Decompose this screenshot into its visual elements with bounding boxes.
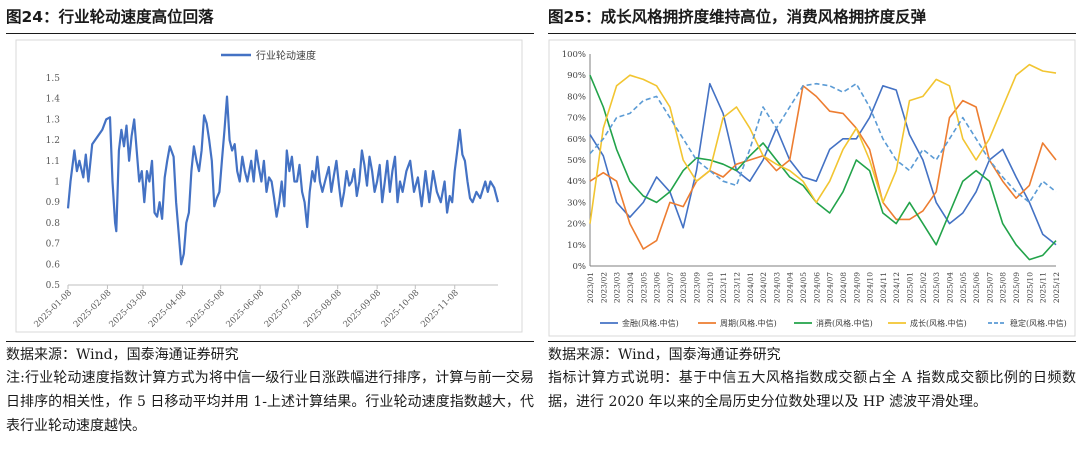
y-tick-label: 1.5: [46, 74, 61, 84]
series-line-2: [589, 74, 1057, 261]
left-figure-panel: 图24：行业轮动速度高位回落 0.5 0.6 0.7 0.8 0.9 1 1.1 1.2 1.3…: [6, 0, 536, 450]
y-tick-label: 1.3: [46, 115, 61, 125]
x-tick-label: 2025/10: [1025, 272, 1034, 303]
right-line-chart: 0% 10% 20% 30% 40% 50% 60% 70% 80% 90% 100% 2023/01…: [548, 39, 1076, 337]
right-figure-panel: 图25：成长风格拥挤度维持高位，消费风格拥挤度反弹 0% 10% 20% 30% 40%…: [548, 0, 1078, 450]
x-tick-label: 2024/10: [866, 272, 875, 303]
y-tick-label: 10%: [567, 241, 586, 251]
x-tick-label: 2023/01: [586, 272, 595, 303]
y-tick-label: 1: [54, 178, 60, 188]
x-tick-label: 2025/06: [972, 272, 981, 303]
y-tick-label: 80%: [567, 92, 586, 102]
x-tick-label: 2023/05: [639, 272, 648, 303]
x-tick-label: 2025/08: [999, 272, 1008, 303]
x-tick-label: 2025/02: [919, 272, 928, 303]
right-title-rule: [548, 33, 1076, 34]
right-source-text: 数据来源：Wind，国泰海通证券研究: [548, 347, 781, 363]
x-tick-label: 2024/07: [826, 272, 835, 303]
series-line-1: [589, 84, 1057, 250]
y-tick-label: 0.8: [46, 219, 61, 229]
x-tick-label: 2025/07: [985, 272, 994, 303]
legend-label-1: 周期(风格.中信): [720, 318, 777, 328]
x-tick-label: 2023/12: [732, 272, 741, 303]
y-tick-label: 40%: [567, 177, 586, 187]
x-tick-label: 2025/12: [1052, 272, 1061, 303]
y-tick-label: 1.4: [46, 95, 61, 105]
legend-label-2: 消费(风格.中信): [816, 318, 873, 328]
right-figure-title: 图25：成长风格拥挤度维持高位，消费风格拥挤度反弹: [548, 8, 927, 26]
legend-label: 行业轮动速度: [256, 49, 316, 62]
x-tick-label: 2024/03: [772, 272, 781, 303]
y-tick-label: 0.7: [46, 240, 61, 250]
series-line-0: [589, 82, 1057, 246]
left-title-rule: [6, 33, 534, 34]
x-tick-label: 2025/03: [932, 272, 941, 303]
x-tick-label: 2023/10: [706, 272, 715, 303]
left-bottom-rule: [6, 341, 534, 342]
x-tick-label: 2024/08: [839, 272, 848, 303]
y-tick-label: 100%: [562, 50, 586, 60]
y-tick-label: 20%: [567, 220, 586, 230]
x-tick-label: 2024/11: [879, 272, 888, 303]
legend-label-4: 稳定(风格.中信): [1010, 318, 1067, 328]
x-tick-label: 2023/08: [679, 272, 688, 303]
right-chart-container: 0% 10% 20% 30% 40% 50% 60% 70% 80% 90% 100% 2023/01…: [548, 38, 1076, 342]
y-tick-label: 0.6: [46, 260, 61, 270]
x-tick-label: 2023/06: [653, 272, 662, 303]
y-tick-label: 90%: [567, 71, 586, 81]
x-tick-label: 2025/09: [1012, 272, 1021, 303]
left-line-chart: 0.50.60.70.80.911.11.21.31.41.52025-01-0…: [15, 39, 523, 333]
left-source-text: 数据来源：Wind，国泰海通证券研究: [6, 347, 239, 363]
y-tick-label: 1.1: [46, 157, 60, 167]
right-note-text: 指标计算方式说明：基于中信五大风格指数成交额占全 A 指数成交额比例的日频数据，…: [548, 370, 1076, 410]
x-tick-label: 2023/11: [719, 272, 728, 303]
y-tick-label: 30%: [567, 198, 586, 208]
x-tick-label: 2023/09: [693, 272, 702, 303]
x-tick-label: 2024/06: [812, 272, 821, 303]
x-tick-label: 2025/04: [945, 272, 954, 303]
x-tick-label: 2025/01: [906, 272, 915, 303]
left-chart-frame: [15, 39, 523, 333]
x-tick-label: 2024/01: [746, 272, 755, 303]
x-tick-label: 2024/04: [786, 272, 795, 303]
x-tick-label: 2023/02: [599, 272, 608, 303]
x-tick-label: 2024/12: [892, 272, 901, 303]
y-tick-label: 1.2: [46, 136, 60, 146]
left-figure-title: 图24：行业轮动速度高位回落: [6, 8, 214, 26]
x-tick-label: 2025/05: [959, 272, 968, 303]
y-tick-label: 60%: [567, 135, 586, 145]
x-tick-label: 2023/04: [626, 272, 635, 303]
x-tick-label: 2024/09: [852, 272, 861, 303]
left-note-text: 注:行业轮动速度指数计算方式为将中信一级行业日涨跌幅进行排序，计算与前一交易日排…: [6, 370, 534, 434]
legend-label-0: 金融(风格.中信): [622, 318, 679, 328]
x-tick-label: 2023/07: [666, 272, 675, 303]
y-tick-label: 0%: [573, 262, 587, 272]
x-tick-label: 2024/05: [799, 272, 808, 303]
left-chart-container: 0.5 0.6 0.7 0.8 0.9 1 1.1 1.2 1.3 1.4 1.5 2025-01-0…: [6, 38, 534, 342]
y-tick-label: 70%: [567, 114, 586, 124]
y-tick-label: 0.9: [46, 198, 61, 208]
y-tick-label: 50%: [567, 156, 586, 166]
y-tick-label: 0.5: [46, 281, 61, 291]
x-tick-label: 2024/02: [759, 272, 768, 303]
right-bottom-rule: [548, 341, 1076, 342]
x-tick-label: 2023/03: [613, 272, 622, 303]
series-line-industry-rotation: [66, 95, 500, 266]
series-line-4: [589, 82, 1057, 204]
x-tick-label: 2025/11: [1039, 272, 1048, 303]
series-line-3: [589, 63, 1057, 224]
legend-label-3: 成长(风格.中信): [910, 318, 967, 328]
